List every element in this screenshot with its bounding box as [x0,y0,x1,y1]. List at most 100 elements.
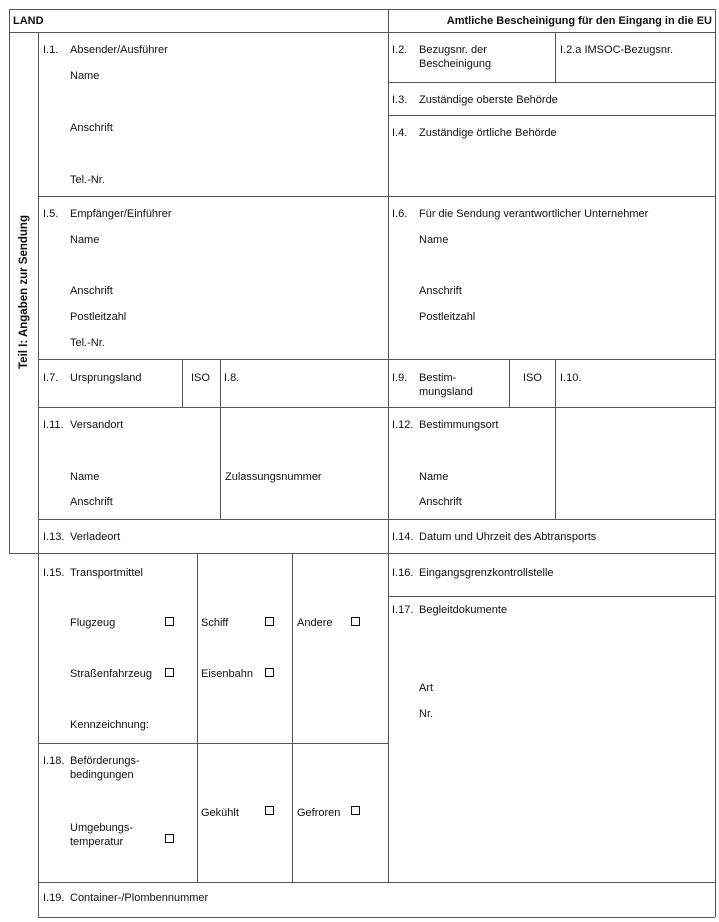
approval-number-field[interactable]: Zulassungsnummer [225,471,322,483]
consignee-title: Empfänger/Einführer [70,208,172,220]
field-number: I.16. [392,567,414,579]
other-label: Andere [297,617,333,629]
divider [9,553,715,554]
country-label: LAND [13,15,44,27]
field-number: I.6. [392,208,408,220]
divider [38,743,388,744]
consignee-phone-field[interactable]: Tel.-Nr. [70,337,105,349]
central-authority-field[interactable]: Zuständige oberste Behörde [419,94,558,106]
operator-postcode-field[interactable]: Postleitzahl [419,311,476,323]
frozen-label: Gefroren [297,807,341,819]
road-vehicle-checkbox[interactable] [165,668,174,677]
destination-address-field[interactable]: Anschrift [419,496,462,508]
imsoc-reference-field[interactable]: I.2.a IMSOC-Bezugsnr. [560,44,674,56]
consignee-name-field[interactable]: Name [70,234,100,246]
field-number: I.11. [43,419,64,431]
aircraft-label: Flugzeug [70,617,116,629]
container-seal-number-field[interactable]: Container-/Plombennummer [70,892,209,904]
divider [509,359,510,407]
place-of-loading-field[interactable]: Verladeort [70,531,121,543]
consignee-address-field[interactable]: Anschrift [70,285,113,297]
transport-conditions-title-line2: bedingungen [70,769,134,781]
field-number: I.3. [392,94,408,106]
operator-name-field[interactable]: Name [419,234,449,246]
ambient-label-line2: temperatur [70,836,124,848]
field-number: I.9. [392,372,408,384]
divider [220,359,221,519]
local-authority-field[interactable]: Zuständige örtliche Behörde [419,127,557,139]
railway-checkbox[interactable] [265,668,274,677]
field-number: I.4. [392,127,408,139]
iso-label: ISO [191,372,210,384]
region-of-destination-field[interactable]: I.10. [560,372,582,384]
divider [388,115,715,116]
divider [182,359,183,407]
operator-address-field[interactable]: Anschrift [419,285,462,297]
field-number: I.5. [43,208,59,220]
field-number: I.1. [43,44,59,56]
part-label: Teil I: Angaben zur Sendung [18,215,30,369]
country-of-origin-field[interactable]: Ursprungsland [70,372,142,384]
documents-title: Begleitdokumente [419,604,508,616]
departure-datetime-field[interactable]: Datum und Uhrzeit des Abtransports [419,531,597,543]
divider [292,553,293,882]
country-of-destination-line2: mungsland [419,386,473,398]
reference-title-line2: Bescheinigung [419,58,492,70]
field-number: I.2. [392,44,408,56]
field-number: I.19. [43,892,65,904]
consignor-address-field[interactable]: Anschrift [70,122,113,134]
divider [38,407,715,408]
divider [38,882,715,883]
railway-label: Eisenbahn [201,668,253,680]
divider [9,32,715,33]
consignee-postcode-field[interactable]: Postleitzahl [70,311,127,323]
aircraft-checkbox[interactable] [165,617,174,626]
transport-conditions-title: Beförderungs- [70,755,140,767]
field-number: I.14. [392,531,414,543]
border-control-post-field[interactable]: Eingangsgrenzkontrollstelle [419,567,554,579]
divider [9,9,10,553]
other-checkbox[interactable] [351,617,360,626]
ship-checkbox[interactable] [265,617,274,626]
divider [388,82,715,83]
ambient-label: Umgebungs- [70,822,133,834]
dispatch-address-field[interactable]: Anschrift [70,496,113,508]
country-of-destination-field[interactable]: Bestim- [419,372,457,384]
divider [38,359,715,360]
divider [38,196,715,197]
dispatch-name-field[interactable]: Name [70,471,100,483]
road-vehicle-label: Straßenfahrzeug [70,668,152,680]
divider [38,32,39,917]
ship-label: Schiff [201,617,229,629]
region-of-origin-field[interactable]: I.8. [224,372,240,384]
place-of-destination-title: Bestimmungsort [419,419,499,431]
divider [388,9,389,882]
document-number-field[interactable]: Nr. [419,708,434,720]
chilled-checkbox[interactable] [265,806,274,815]
iso-label: ISO [523,372,542,384]
document-type-field[interactable]: Art [419,682,434,694]
consignor-title: Absender/Ausführer [70,44,168,56]
operator-title: Für die Sendung verantwortlicher Unterne… [419,208,649,220]
consignor-name-field[interactable]: Name [70,70,100,82]
transport-title: Transportmittel [70,567,143,579]
reference-title: Bezugsnr. der [419,44,487,56]
divider [197,553,198,882]
identification-field[interactable]: Kennzeichnung: [70,719,149,731]
divider [38,519,715,520]
ambient-checkbox[interactable] [165,834,174,843]
divider [555,32,556,82]
consignor-phone-field[interactable]: Tel.-Nr. [70,174,105,186]
chilled-label: Gekühlt [201,807,239,819]
divider [715,9,716,917]
frozen-checkbox[interactable] [351,806,360,815]
divider [38,917,715,918]
form-title: Amtliche Bescheinigung für den Eingang i… [446,15,712,27]
field-number: I.7. [43,372,59,384]
divider [388,596,715,597]
destination-name-field[interactable]: Name [419,471,449,483]
divider [555,359,556,519]
field-number: I.17. [392,604,414,616]
field-number: I.12. [392,419,414,431]
